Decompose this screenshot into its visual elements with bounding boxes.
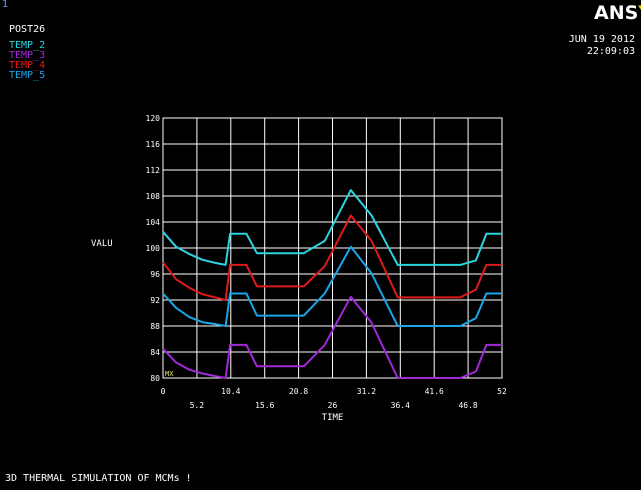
x-tick-label: 26 (328, 401, 338, 410)
x-tick-label: 20.8 (289, 387, 308, 396)
y-tick-label: 116 (146, 140, 161, 149)
legend-entry-temp-4: TEMP_4 (9, 60, 46, 71)
series-line-temp-3 (162, 295, 502, 379)
axis-marker-label: MX (165, 370, 174, 378)
window-number: 1 (2, 0, 9, 10)
y-tick-label: 84 (150, 348, 160, 357)
x-tick-label: 41.6 (425, 387, 444, 396)
legend-entry-temp-5: TEMP_5 (9, 70, 46, 81)
logo-text-tail: Y (638, 2, 641, 24)
x-axis-label: TIME (322, 413, 344, 423)
x-tick-label: 10.4 (221, 387, 240, 396)
x-tick-label: 0 (161, 387, 166, 396)
y-tick-label: 112 (146, 166, 161, 175)
y-tick-label: 100 (146, 244, 161, 253)
legend-entry-temp-3: TEMP_3 (9, 50, 46, 61)
logo-text: ANS (594, 2, 639, 24)
y-tick-label: 120 (146, 114, 161, 123)
y-tick-label: 104 (146, 218, 161, 227)
x-tick-label: 52 (497, 387, 507, 396)
processor-label: POST26 (9, 24, 46, 35)
plot-frame (162, 117, 503, 379)
legend-entry-temp-2: TEMP_2 (9, 40, 46, 51)
x-tick-label: 5.2 (190, 401, 205, 410)
y-tick-label: 92 (150, 296, 160, 305)
date-stamp: JUN 19 2012 (568, 34, 635, 45)
time-stamp: 22:09:03 (586, 46, 635, 57)
x-tick-label: 31.2 (357, 387, 376, 396)
ansys-logo: ANSY (594, 4, 641, 23)
series-line-temp-5 (162, 245, 502, 327)
y-axis-label: VALU (91, 239, 113, 249)
x-tick-label: 46.8 (458, 401, 477, 410)
x-tick-label: 15.6 (255, 401, 274, 410)
series-line-temp-4 (162, 214, 502, 301)
x-tick-label: 36.4 (391, 401, 410, 410)
y-tick-label: 80 (150, 374, 160, 383)
y-tick-label: 88 (150, 322, 160, 331)
series-line-temp-2 (162, 189, 502, 266)
y-tick-label: 96 (150, 270, 160, 279)
plot-title: 3D THERMAL SIMULATION OF MCMs ! (5, 473, 192, 484)
y-tick-label: 108 (146, 192, 161, 201)
